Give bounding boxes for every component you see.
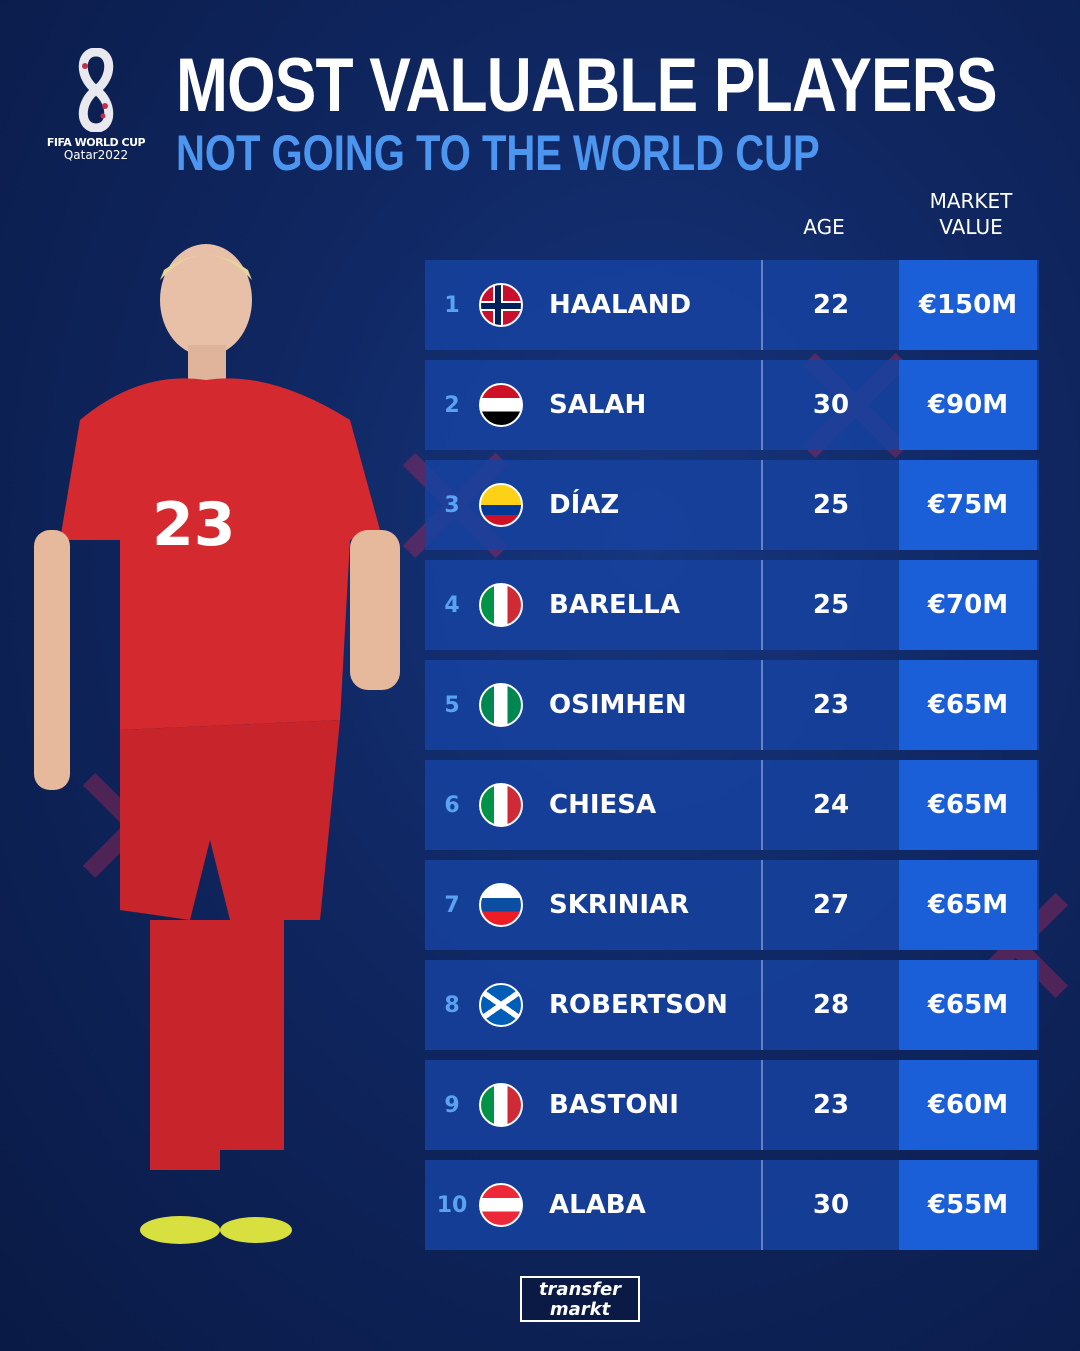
- market-value: €65M: [899, 760, 1037, 850]
- market-value-header: MARKET VALUE: [929, 189, 1013, 239]
- market-value: €60M: [899, 1060, 1037, 1150]
- table-row: 10 ALABA 30 €55M: [425, 1160, 1039, 1250]
- rank: 5: [444, 692, 460, 718]
- player-name: CHIESA: [549, 790, 657, 820]
- market-value: €65M: [899, 660, 1037, 750]
- player-name: DÍAZ: [549, 490, 620, 520]
- colombia-flag-icon: [479, 483, 523, 527]
- italy-flag-icon: [479, 783, 523, 827]
- column-divider: [761, 960, 763, 1050]
- rank: 3: [444, 492, 460, 518]
- page-title: MOST VALUABLE PLAYERS: [176, 43, 998, 128]
- austria-flag-icon: [479, 1183, 523, 1227]
- rank: 1: [444, 292, 460, 318]
- player-age: 30: [812, 390, 850, 420]
- table-row: 4 BARELLA 25 €70M: [425, 560, 1039, 650]
- market-value: €90M: [899, 360, 1037, 450]
- column-divider: [761, 460, 763, 550]
- rank: 2: [444, 392, 460, 418]
- column-divider: [761, 1160, 763, 1250]
- norway-flag-icon: [479, 283, 523, 327]
- table-row: 2 SALAH 30 €90M: [425, 360, 1039, 450]
- market-value: €65M: [899, 860, 1037, 950]
- table-row: 1 HAALAND 22 €150M: [425, 260, 1039, 350]
- player-age: 27: [812, 890, 850, 920]
- column-divider: [761, 660, 763, 750]
- market-value: €65M: [899, 960, 1037, 1050]
- market-value: €150M: [899, 260, 1037, 350]
- market-value: €55M: [899, 1160, 1037, 1250]
- column-divider: [761, 760, 763, 850]
- rank: 10: [436, 1192, 468, 1218]
- player-age: 28: [812, 990, 850, 1020]
- player-photo: 23: [34, 244, 400, 1244]
- player-name: HAALAND: [549, 290, 692, 320]
- scotland-flag-icon: [479, 983, 523, 1027]
- rank: 9: [444, 1092, 460, 1118]
- italy-flag-icon: [479, 1083, 523, 1127]
- column-divider: [761, 360, 763, 450]
- market-value: €70M: [899, 560, 1037, 650]
- rank: 8: [444, 992, 460, 1018]
- slovakia-flag-icon: [479, 883, 523, 927]
- table-row: 7 SKRINIAR 27 €65M: [425, 860, 1039, 950]
- column-divider: [761, 260, 763, 350]
- table-row: 6 CHIESA 24 €65M: [425, 760, 1039, 850]
- player-name: BARELLA: [549, 590, 680, 620]
- world-cup-emblem-icon: [78, 48, 114, 132]
- nigeria-flag-icon: [479, 683, 523, 727]
- market-value: €75M: [899, 460, 1037, 550]
- egypt-flag-icon: [479, 383, 523, 427]
- table-row: 8 ROBERTSON 28 €65M: [425, 960, 1039, 1050]
- player-age: 22: [812, 290, 850, 320]
- table-row: 5 OSIMHEN 23 €65M: [425, 660, 1039, 750]
- rank: 6: [444, 792, 460, 818]
- player-age: 24: [812, 790, 850, 820]
- table-row: 3 DÍAZ 25 €75M: [425, 460, 1039, 550]
- player-age: 23: [812, 1090, 850, 1120]
- player-age: 23: [812, 690, 850, 720]
- age-header: AGE: [803, 215, 845, 239]
- player-age: 25: [812, 590, 850, 620]
- player-name: SKRINIAR: [549, 890, 690, 920]
- column-divider: [761, 860, 763, 950]
- player-name: ROBERTSON: [549, 990, 728, 1020]
- rank: 7: [444, 892, 460, 918]
- table-row: 9 BASTONI 23 €60M: [425, 1060, 1039, 1150]
- italy-flag-icon: [479, 583, 523, 627]
- column-divider: [761, 1060, 763, 1150]
- player-name: SALAH: [549, 390, 647, 420]
- player-name: BASTONI: [549, 1090, 679, 1120]
- player-age: 30: [812, 1190, 850, 1220]
- player-name: OSIMHEN: [549, 690, 687, 720]
- rank: 4: [444, 592, 460, 618]
- player-age: 25: [812, 490, 850, 520]
- column-divider: [761, 560, 763, 650]
- transfermarkt-logo: transfer markt: [520, 1276, 640, 1322]
- world-cup-logo: FIFA WORLD CUP Qatar2022: [44, 48, 148, 161]
- player-name: ALABA: [549, 1190, 646, 1220]
- shirt-number: 23: [152, 490, 236, 560]
- page-subtitle: NOT GOING TO THE WORLD CUP: [176, 125, 820, 181]
